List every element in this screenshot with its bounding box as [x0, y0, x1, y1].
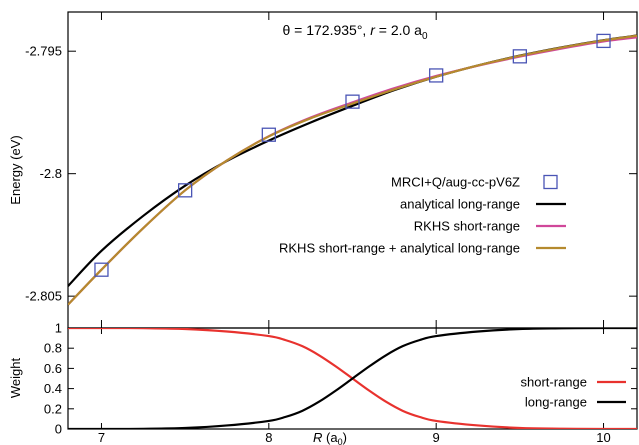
energy-title: θ = 172.935°, r = 2.0 a0	[282, 22, 428, 42]
title-r-subscript: 0	[422, 31, 428, 42]
mrci-marker	[177, 183, 193, 198]
energy-y-ticks: -2.795 -2.8 -2.805	[25, 44, 637, 304]
x-label-subscript: 0	[338, 437, 343, 445]
weight-y-tick-label: 0.6	[44, 361, 62, 376]
mrci-marker	[512, 49, 528, 64]
energy-y-axis-label: Energy (eV)	[8, 135, 23, 204]
mrci-markers	[94, 33, 611, 277]
weight-y-ticks: 0 0.2 0.4 0.6 0.8 1	[44, 321, 637, 437]
energy-panel: -2.795 -2.8 -2.805 θ = 172.935°, r = 2.0 a…	[8, 11, 638, 329]
weight-y-axis-label: Weight	[8, 358, 23, 399]
weight-y-tick-label: 0.4	[44, 381, 62, 396]
mrci-marker	[429, 68, 444, 83]
weight-plot-frame	[67, 327, 638, 430]
mrci-q-aug-cc-pv6z-legend-label: MRCI+Q/aug-cc-pV6Z	[391, 175, 520, 190]
energy-y-tick-label: -2.8	[40, 166, 62, 181]
title-r-symbol: r	[370, 22, 376, 38]
weight-y-tick-label: 0	[55, 422, 62, 437]
rkhs-short-range-legend-label: RKHS short-range	[414, 219, 520, 234]
rkhs-short-range-line	[68, 36, 637, 306]
energy-legend: MRCI+Q/aug-cc-pV6Z analytical long-range R…	[279, 175, 566, 256]
mrci-marker	[261, 127, 276, 142]
energy-curves	[68, 34, 637, 306]
mrci-marker	[345, 94, 360, 109]
title-r-value: = 2.0 a	[375, 22, 422, 38]
rkhs-short-range-analytical-long-range-legend-label: RKHS short-range + analytical long-range	[279, 241, 520, 256]
mrci-q-aug-cc-pv6z-legend-symbol	[543, 174, 558, 190]
x-axis-label: R (a0)	[313, 430, 347, 445]
x-tick-label: 7	[98, 430, 105, 445]
weight-panel: 00.20.40.60.81 7 8 9 10 Weight R (a0) short…	[8, 321, 638, 445]
energy-x-ticks	[100, 12, 605, 328]
x-tick-label: 9	[433, 430, 440, 445]
weight-x-ticks: 7 8 9 10	[98, 328, 611, 445]
x-label-symbol: R	[313, 430, 322, 445]
x-label-unit: (a	[322, 430, 338, 445]
x-tick-label: 10	[596, 430, 610, 445]
x-tick-label: 8	[265, 430, 272, 445]
title-theta: θ = 172.935°,	[282, 22, 370, 38]
weight-y-tick-label: 1	[55, 321, 62, 336]
x-label-close: )	[343, 430, 347, 445]
weight-y-tick-label: 0.8	[44, 341, 62, 356]
weight-legend: short-range long-range	[521, 375, 626, 410]
long-range-legend-label: long-range	[525, 395, 587, 410]
energy-y-tick-label: -2.795	[25, 44, 62, 59]
energy-plot-frame	[67, 11, 638, 329]
long-range-weight-line	[68, 328, 637, 429]
analytical-long-range-legend-label: analytical long-range	[400, 197, 520, 212]
energy-y-tick-label: -2.805	[25, 289, 62, 304]
weight-curves	[68, 328, 637, 429]
weight-y-tick-label: 0.2	[44, 401, 62, 416]
rkhs-short-range-analytical-long-range-line	[68, 34, 637, 306]
mrci-marker	[94, 262, 109, 277]
mrci-marker	[596, 33, 611, 49]
short-range-legend-label: short-range	[521, 375, 587, 390]
